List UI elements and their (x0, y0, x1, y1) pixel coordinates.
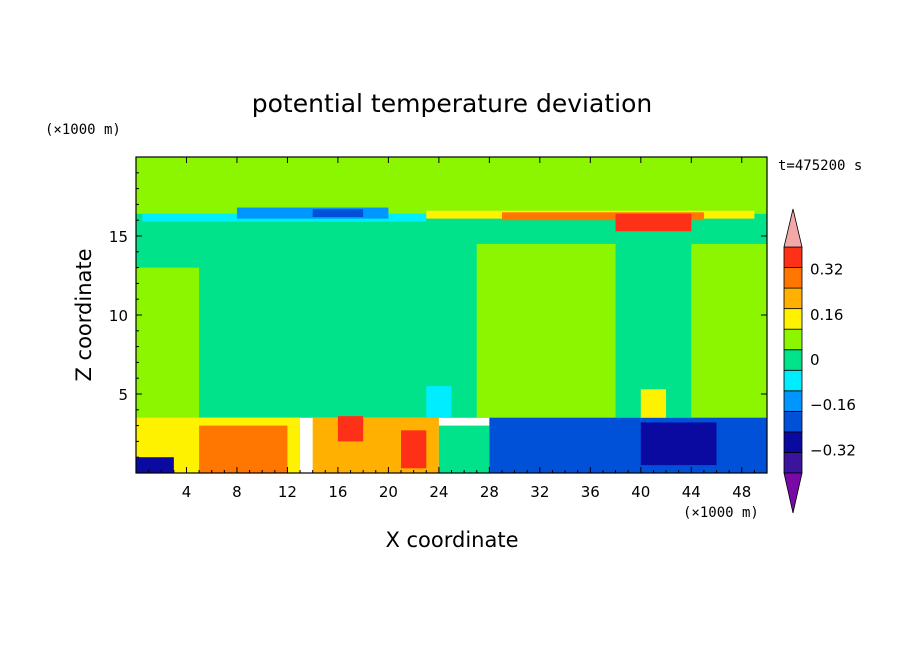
x-tick-label: 16 (328, 483, 347, 501)
x-tick-label: 32 (530, 483, 549, 501)
contour-region-10 (615, 213, 692, 232)
contour-region-20 (426, 386, 452, 418)
x-unit-label: (×1000 m) (683, 505, 759, 521)
colorbar-extend-min (783, 472, 803, 514)
x-tick-label: 44 (682, 483, 701, 501)
contour-fill-layer (136, 157, 767, 473)
x-axis-label: X coordinate (385, 528, 518, 552)
chart-title: potential temperature deviation (252, 89, 652, 118)
x-tick-label: 28 (480, 483, 499, 501)
contour-region-16 (438, 425, 490, 473)
contour-region-18 (640, 422, 717, 466)
y-tick-label: 10 (109, 307, 128, 325)
x-tick-label: 20 (379, 483, 398, 501)
contour-region-14 (337, 416, 364, 442)
x-tick-label: 48 (732, 483, 751, 501)
colorbar-box (783, 308, 803, 330)
contour-region-21 (640, 389, 667, 418)
x-tick-label: 12 (278, 483, 297, 501)
y-unit-label: (×1000 m) (45, 122, 121, 138)
contour-region-9 (501, 212, 704, 221)
colorbar-box (783, 431, 803, 453)
contour-region-7 (312, 209, 364, 218)
contour-region-12 (199, 425, 288, 473)
colorbar-extend-max (783, 208, 803, 248)
colorbar-box (783, 369, 803, 392)
y-axis-ticks: 5 10 15 (109, 172, 767, 458)
x-tick-label: 8 (232, 483, 242, 501)
colorbar-tick-label: 0.16 (810, 306, 843, 324)
colorbar: 0.32 0.16 0 −0.16 −0.32 (783, 208, 856, 514)
x-tick-label: 24 (429, 483, 448, 501)
contour-region-19 (136, 457, 174, 473)
colorbar-box (783, 246, 803, 268)
y-tick-label: 15 (109, 228, 128, 246)
contour-region-1 (136, 213, 767, 418)
time-label: t=475200 s (778, 158, 862, 174)
colorbar-box (783, 349, 803, 371)
x-tick-label: 40 (631, 483, 650, 501)
contour-region-3 (691, 243, 767, 418)
x-tick-label: 36 (581, 483, 600, 501)
y-axis-label: Z coordinate (72, 248, 96, 381)
colorbar-tick-label: −0.32 (810, 441, 856, 459)
colorbar-box (783, 452, 803, 474)
colorbar-box (783, 328, 803, 351)
colorbar-box (783, 390, 803, 412)
colorbar-tick-label: 0.32 (810, 261, 843, 279)
x-axis-ticks: 4 8 12 16 20 24 28 32 36 40 44 48 (148, 157, 755, 501)
y-tick-label: 5 (118, 386, 128, 404)
x-tick-label: 4 (182, 483, 192, 501)
contour-region-17 (489, 417, 767, 473)
contour-region-2 (476, 243, 616, 418)
colorbar-box (783, 410, 803, 433)
colorbar-tick-label: −0.16 (810, 396, 856, 414)
colorbar-tick-label: 0 (810, 351, 820, 369)
colorbar-box (783, 287, 803, 310)
colorbar-box (783, 267, 803, 289)
contour-region-4 (136, 267, 200, 418)
contour-region-15 (401, 430, 427, 469)
